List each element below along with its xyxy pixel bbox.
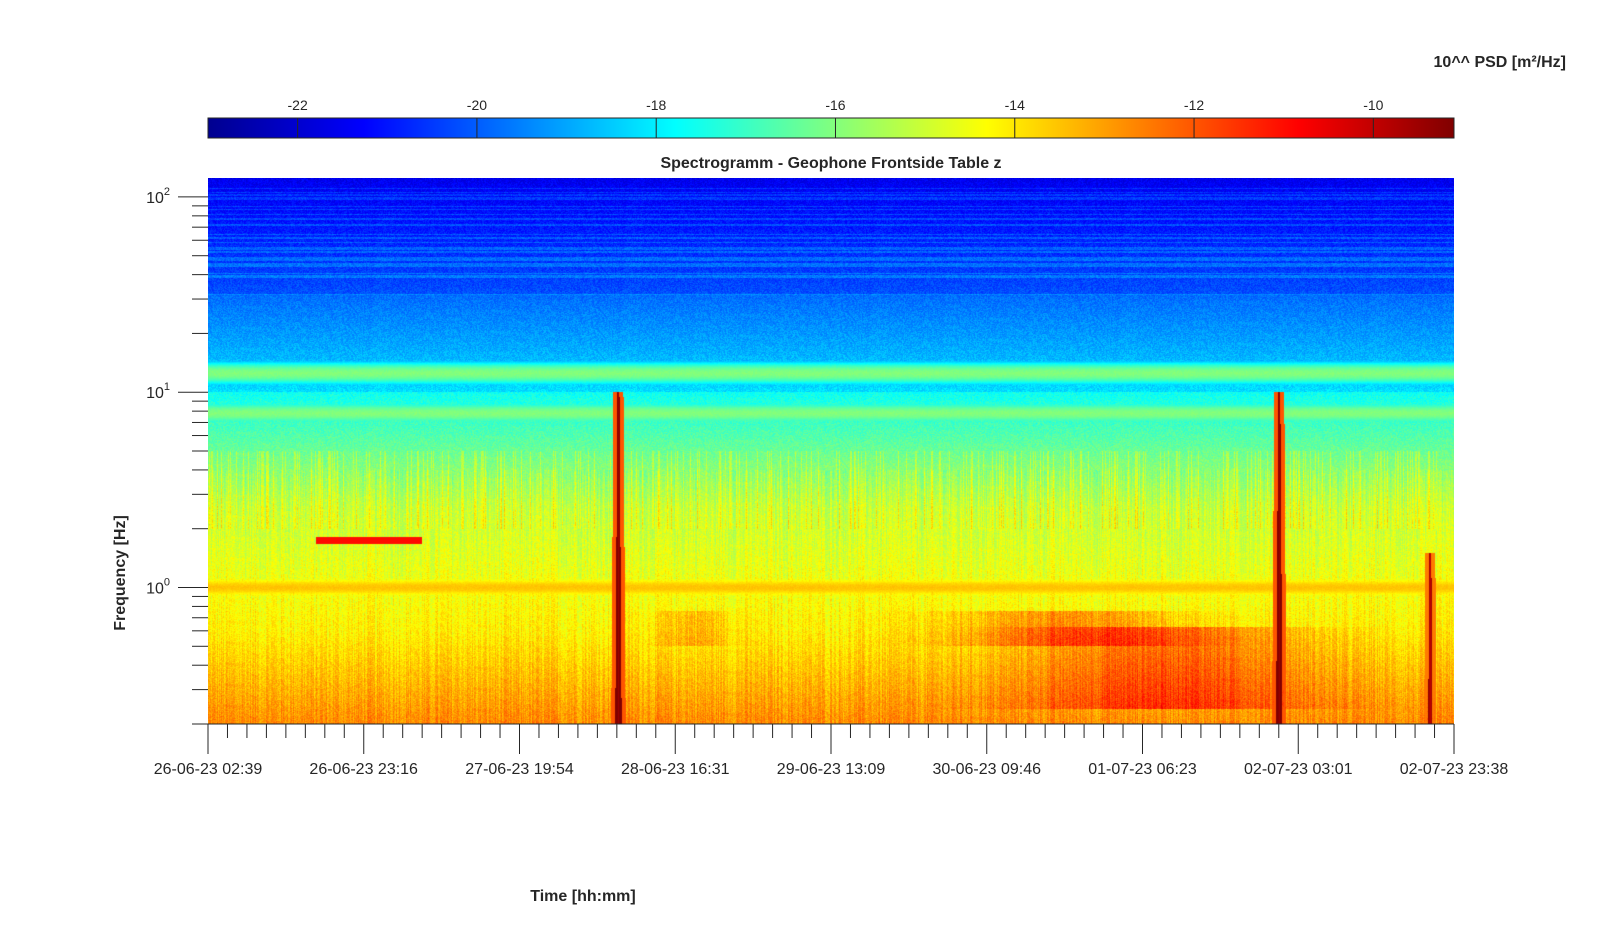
colorbar-ticks: -22 -20 -18 -16 -14 -12 -10: [288, 97, 1384, 138]
colorbar-tick-label: -10: [1363, 97, 1383, 113]
colorbar-tick-label: -12: [1184, 97, 1204, 113]
colorbar-tick-label: -16: [825, 97, 845, 113]
x-tick-label: 27-06-23 19:54: [465, 761, 574, 778]
colorbar-tick-label: -20: [467, 97, 487, 113]
x-tick-label: 29-06-23 13:09: [777, 761, 886, 778]
y-tick-label: 100: [146, 577, 170, 598]
plot-area: 26-06-23 02:39 26-06-23 23:16 27-06-23 19:…: [146, 178, 1508, 778]
x-tick-label: 02-07-23 03:01: [1244, 761, 1353, 778]
colorbar: -22 -20 -18 -16 -14 -12 -10 10^^ PSD [m²/Hz]: [207, 54, 1566, 139]
x-tick-label: 26-06-23 23:16: [309, 761, 418, 778]
x-tick-label: 26-06-23 02:39: [154, 761, 263, 778]
y-axis: 100 101 102: [146, 186, 208, 725]
x-tick-label: 28-06-23 16:31: [621, 761, 730, 778]
y-axis-label: Frequency [Hz]: [112, 515, 129, 631]
x-axis: 26-06-23 02:39 26-06-23 23:16 27-06-23 19:…: [154, 723, 1509, 778]
colorbar-tick-label: -22: [288, 97, 308, 113]
x-tick-label: 01-07-23 06:23: [1088, 761, 1197, 778]
x-axis-label: Time [hh:mm]: [530, 888, 635, 905]
colorbar-frame: [207, 117, 1455, 139]
colorbar-tick-label: -14: [1005, 97, 1025, 113]
x-tick-label: 02-07-23 23:38: [1400, 761, 1509, 778]
y-tick-label: 101: [146, 381, 170, 402]
x-tick-label: 30-06-23 09:46: [933, 761, 1042, 778]
colorbar-tick-label: -18: [646, 97, 666, 113]
colorbar-label: 10^^ PSD [m²/Hz]: [1434, 54, 1566, 71]
chart-title: Spectrogramm - Geophone Frontside Table …: [660, 155, 1001, 172]
heatmap: [208, 178, 1454, 724]
y-tick-label: 102: [146, 186, 170, 207]
colorbar-gradient: [208, 118, 1454, 138]
